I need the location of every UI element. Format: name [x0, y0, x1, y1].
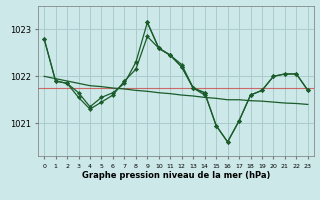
X-axis label: Graphe pression niveau de la mer (hPa): Graphe pression niveau de la mer (hPa): [82, 171, 270, 180]
